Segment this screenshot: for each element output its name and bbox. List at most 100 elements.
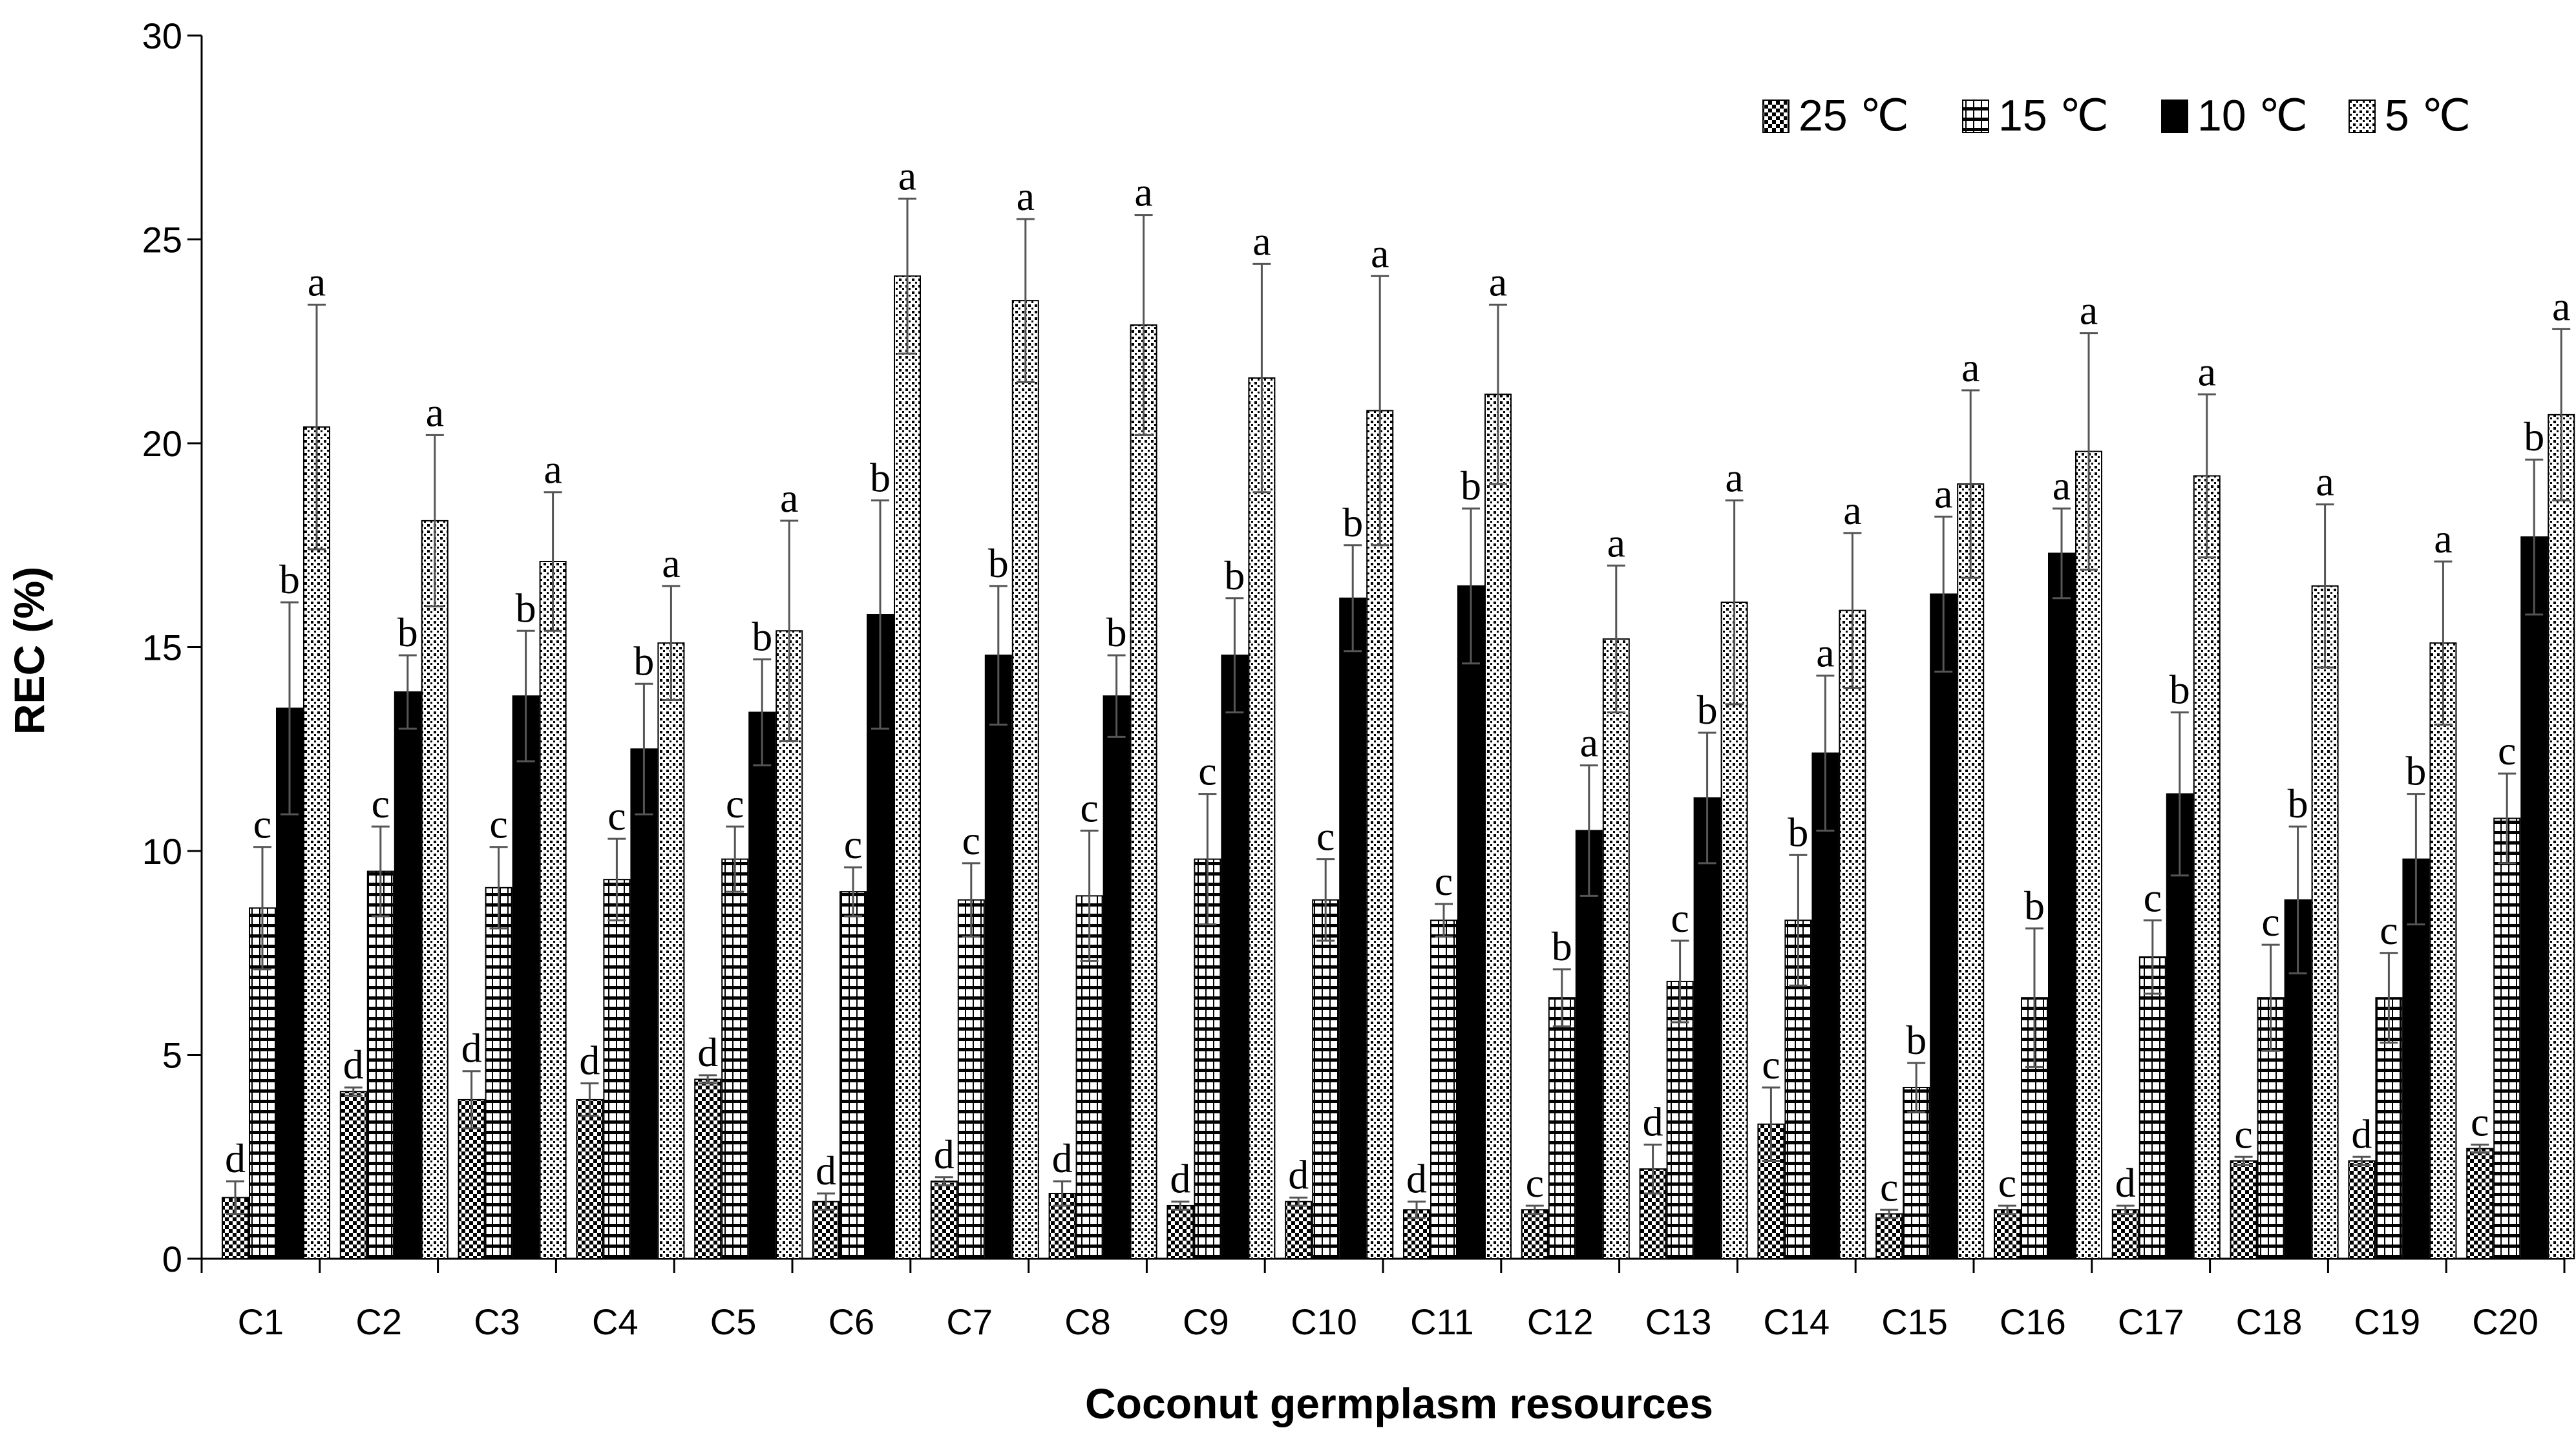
significance-letter: c	[1762, 1042, 1780, 1087]
x-axis-title: Coconut germplasm resources	[1085, 1380, 1713, 1427]
significance-letter: b	[516, 585, 536, 631]
bar	[2520, 536, 2548, 1259]
bar	[603, 879, 631, 1260]
x-tick-label: C17	[2118, 1301, 2184, 1342]
significance-letter: c	[253, 801, 271, 847]
bar	[339, 1091, 367, 1260]
significance-letter: b	[870, 454, 891, 500]
bar	[512, 695, 540, 1259]
bar	[1484, 394, 1512, 1259]
significance-letter: a	[2552, 283, 2570, 329]
bar	[1103, 695, 1130, 1259]
significance-letter: c	[844, 821, 862, 867]
bar	[1548, 997, 1576, 1260]
significance-letter: c	[489, 801, 507, 847]
significance-letter: a	[308, 258, 326, 304]
significance-letter: b	[2524, 414, 2544, 459]
significance-letter: b	[752, 613, 772, 659]
bar	[1366, 410, 1394, 1259]
significance-letter: d	[2115, 1160, 2136, 1206]
significance-letter: b	[397, 609, 418, 655]
bar	[2402, 858, 2430, 1259]
significance-letter: c	[962, 817, 980, 863]
significance-letter: c	[1316, 814, 1335, 859]
bar	[721, 858, 749, 1259]
bar	[2048, 552, 2075, 1259]
x-tick-label: C20	[2472, 1301, 2539, 1342]
significance-letter: b	[1224, 552, 1245, 598]
significance-letter: a	[780, 475, 798, 521]
significance-letters-group: d d d d d d d d d d d c d c c c d c d c c c c c c c c c c c c b c b b b c c c c…	[225, 152, 2570, 1210]
significance-letter: a	[1017, 173, 1035, 219]
significance-letter: d	[579, 1038, 600, 1084]
significance-letter: a	[898, 152, 916, 198]
x-tick-label: C7	[946, 1301, 993, 1342]
bar	[2193, 475, 2221, 1259]
bar	[1957, 483, 1985, 1259]
bar	[1011, 300, 1039, 1259]
significance-letter: a	[2080, 288, 2098, 333]
significance-letter: d	[1406, 1156, 1427, 1202]
legend-label: 15 ℃	[1998, 91, 2109, 140]
legend-swatch	[2161, 100, 2188, 133]
significance-letter: b	[1342, 499, 1363, 545]
bar	[1720, 602, 1748, 1259]
bar	[303, 426, 330, 1259]
significance-letter: d	[2351, 1111, 2372, 1157]
bar	[984, 655, 1012, 1259]
significance-letter: a	[2053, 463, 2071, 509]
significance-letter: a	[1580, 719, 1598, 765]
significance-letter: c	[1435, 858, 1453, 904]
bar	[394, 691, 421, 1260]
y-tick-label: 0	[162, 1239, 182, 1279]
significance-letter: b	[988, 540, 1009, 586]
significance-letter: c	[1080, 784, 1098, 830]
significance-letter: a	[1816, 630, 1834, 676]
bar	[1248, 377, 1276, 1259]
bar	[2111, 1209, 2139, 1260]
y-tick-label: 10	[142, 831, 182, 872]
axes-group: 0 5 10 15 20 25 30 C1 C2 C3 C4 C5 C6 C7 C8 C9 C10 C11 C12 C…	[142, 16, 2566, 1342]
significance-letter: c	[1671, 895, 1689, 941]
significance-letter: d	[697, 1029, 718, 1075]
bar	[485, 887, 512, 1260]
x-tick-label: C12	[1527, 1301, 1594, 1342]
significance-letter: a	[1961, 344, 1980, 390]
significance-letter: a	[1934, 471, 1952, 517]
significance-letter: a	[544, 446, 562, 492]
x-tick-label: C6	[829, 1301, 875, 1342]
significance-letter: b	[1788, 809, 1808, 855]
bar	[1339, 597, 1367, 1259]
significance-letter: c	[1526, 1160, 1544, 1206]
significance-letter: c	[2144, 874, 2162, 920]
significance-letter: d	[1170, 1156, 1190, 1202]
y-axis-title: REC (%)	[5, 567, 53, 735]
significance-letter: b	[1106, 609, 1127, 655]
significance-letter: b	[2170, 666, 2190, 712]
significance-letter: b	[1697, 687, 1718, 733]
significance-letter: a	[1252, 218, 1271, 264]
significance-letter: a	[1725, 454, 1743, 500]
significance-letter: a	[1371, 230, 1389, 276]
bar	[630, 748, 658, 1259]
bar	[2348, 1160, 2376, 1260]
bar	[1839, 609, 1866, 1259]
bar	[839, 891, 867, 1259]
x-tick-label: C19	[2354, 1301, 2420, 1342]
x-tick-label: C13	[1645, 1301, 1712, 1342]
x-tick-label: C18	[2236, 1301, 2303, 1342]
significance-letter: d	[225, 1135, 246, 1181]
bar	[2493, 817, 2521, 1259]
bar	[1994, 1209, 2021, 1260]
significance-letter: b	[2405, 748, 2426, 794]
significance-letter: b	[1552, 923, 1572, 969]
bar	[1875, 1213, 1903, 1259]
significance-letter: d	[1643, 1098, 1663, 1144]
significance-letter: a	[426, 389, 444, 435]
significance-letter: c	[372, 781, 390, 826]
bar	[421, 520, 449, 1259]
significance-letter: c	[2380, 907, 2398, 953]
x-tick-label: C3	[474, 1301, 520, 1342]
bar	[1811, 752, 1839, 1260]
significance-letter: a	[1489, 258, 1507, 304]
